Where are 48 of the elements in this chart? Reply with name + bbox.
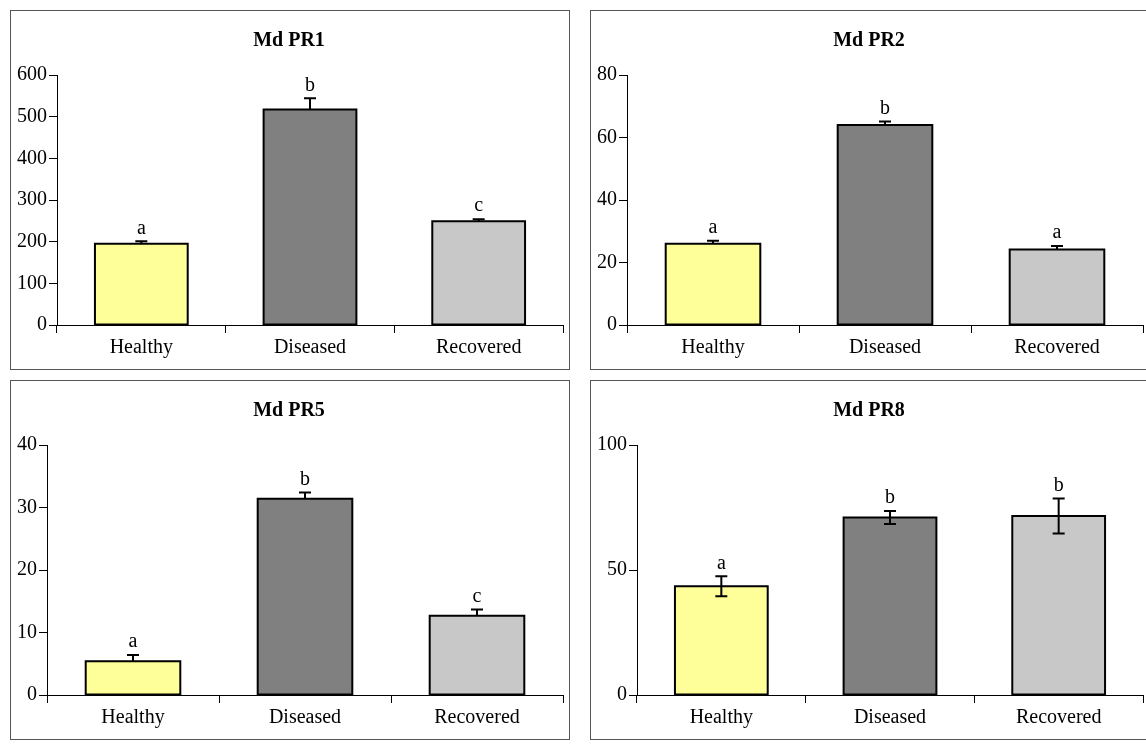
annotation: c	[472, 583, 482, 606]
annotation: a	[716, 550, 726, 573]
y-tick-label: 0	[37, 312, 47, 335]
y-tick-label: 0	[617, 682, 627, 705]
x-tick-label: Healthy	[681, 335, 745, 359]
x-tick-label: Recovered	[1014, 335, 1100, 358]
x-tick-label: Recovered	[434, 705, 520, 728]
y-tick-label: 20	[17, 557, 37, 580]
y-tick-label: 80	[597, 62, 617, 85]
annotation: b	[880, 95, 890, 118]
annotation: b	[1053, 472, 1064, 495]
y-tick-label: 10	[17, 619, 37, 642]
y-tick-label: 0	[27, 682, 37, 705]
y-tick-label: 30	[17, 494, 37, 517]
y-tick-label: 400	[17, 145, 47, 168]
y-tick-label: 200	[17, 228, 47, 251]
annotation: a	[128, 629, 138, 652]
y-tick-label: 40	[597, 187, 617, 210]
x-tick-label: Diseased	[853, 705, 927, 728]
annotation: b	[300, 466, 310, 489]
x-tick-label: Diseased	[848, 335, 922, 358]
annotation: a	[136, 215, 146, 238]
chart-title: Md PR1	[253, 28, 325, 51]
x-tick-label: Diseased	[268, 705, 342, 728]
y-tick-label: 40	[17, 432, 37, 455]
annotation: b	[305, 72, 315, 95]
chart-title: Md PR2	[833, 28, 905, 51]
annotation: a	[708, 214, 718, 237]
y-tick-label: 50	[607, 557, 627, 580]
y-tick-label: 0	[607, 312, 617, 335]
y-tick-label: 20	[597, 249, 617, 272]
x-tick-label: Healthy	[689, 705, 753, 729]
annotation: b	[885, 485, 895, 508]
x-tick-label: Healthy	[101, 705, 165, 729]
x-tick-label: Healthy	[109, 335, 173, 359]
y-tick-label: 600	[17, 62, 47, 85]
y-tick-label: 500	[17, 103, 47, 126]
x-tick-label: Diseased	[273, 335, 347, 358]
y-tick-label: 60	[597, 124, 617, 147]
y-tick-label: 100	[597, 432, 627, 455]
annotation: c	[474, 193, 484, 216]
x-tick-label: Recovered	[1015, 705, 1102, 728]
y-tick-label: 100	[17, 270, 47, 293]
x-tick-label: Recovered	[435, 335, 522, 358]
y-tick-label: 300	[17, 187, 47, 210]
chart-title: Md PR8	[833, 398, 905, 421]
chart-title: Md PR5	[253, 398, 325, 421]
annotation: a	[1052, 220, 1062, 243]
